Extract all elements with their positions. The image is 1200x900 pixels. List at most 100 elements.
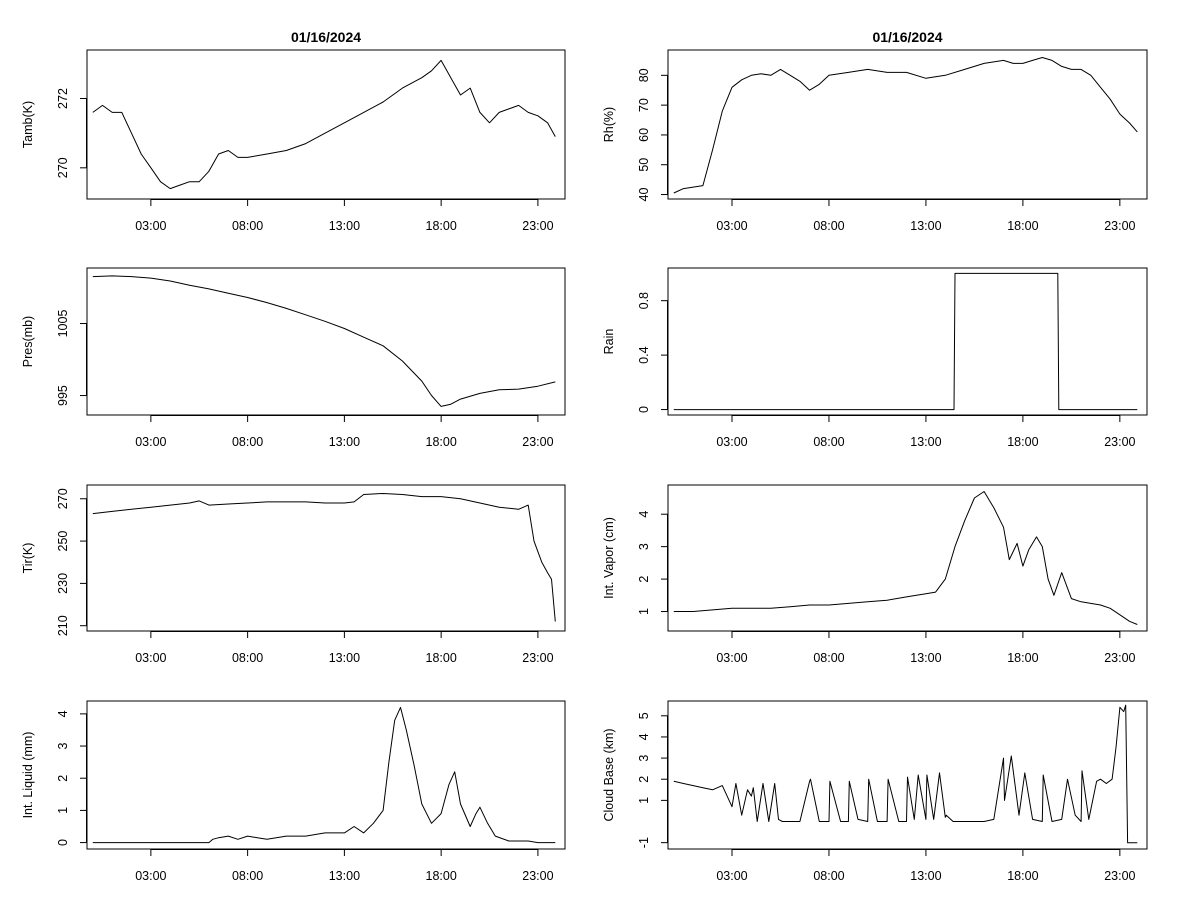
x-tick-label: 08:00 bbox=[813, 869, 844, 883]
x-tick-label: 08:00 bbox=[232, 869, 263, 883]
y-axis: 270 272 bbox=[56, 88, 87, 178]
y-tick-label: 40 bbox=[637, 188, 651, 202]
x-tick-label: 13:00 bbox=[910, 435, 941, 449]
x-tick-label: 13:00 bbox=[910, 219, 941, 233]
y-tick-label: 50 bbox=[637, 158, 651, 172]
y-tick-label: 3 bbox=[637, 543, 651, 550]
x-tick-label: 23:00 bbox=[522, 219, 553, 233]
x-tick-label: 13:00 bbox=[329, 651, 360, 665]
y-tick-label: 230 bbox=[56, 573, 70, 594]
y-axis-label: Tamb(K) bbox=[21, 101, 35, 148]
y-tick-label: 0 bbox=[56, 839, 70, 846]
x-axis: 03:00 08:00 13:00 18:00 23:00 bbox=[135, 849, 554, 883]
panel-5: 03:00 08:00 13:00 18:00 23:00 210 230 250 270 Tir… bbox=[21, 484, 566, 665]
panel-6: 03:00 08:00 13:00 18:00 23:00 1 2 3 4 Int. Vapor … bbox=[602, 484, 1148, 665]
y-axis-label: Pres(mb) bbox=[21, 316, 35, 367]
x-tick-label: 23:00 bbox=[1104, 869, 1135, 883]
y-tick-label: 5 bbox=[637, 712, 651, 719]
series-line-int-liquid-mm bbox=[92, 706, 556, 844]
panel-4: 03:00 08:00 13:00 18:00 23:00 0 0.4 0.8 Rain bbox=[602, 267, 1148, 449]
series-line-tamb-k bbox=[92, 59, 556, 190]
y-axis-label: Cloud Base (km) bbox=[602, 728, 616, 821]
x-tick-label: 18:00 bbox=[1007, 869, 1038, 883]
y-axis: -1 1 2 3 4 5 bbox=[637, 712, 668, 848]
y-axis-label: Rh(%) bbox=[602, 107, 616, 142]
x-tick-label: 18:00 bbox=[1007, 435, 1038, 449]
panel-8: 03:00 08:00 13:00 18:00 23:00 -1 1 2 3 4 5 Cloud Ba… bbox=[602, 700, 1148, 883]
y-tick-label: 4 bbox=[56, 710, 70, 717]
y-axis: 40 50 60 70 80 bbox=[637, 68, 668, 201]
x-tick-label: 03:00 bbox=[716, 651, 747, 665]
y-axis-label: Rain bbox=[602, 329, 616, 355]
y-tick-label: 70 bbox=[637, 98, 651, 112]
y-tick-label: 1005 bbox=[56, 310, 70, 338]
x-tick-label: 08:00 bbox=[813, 435, 844, 449]
y-axis: 0 0.4 0.8 bbox=[637, 292, 668, 413]
x-tick-label: 13:00 bbox=[329, 219, 360, 233]
x-tick-label: 03:00 bbox=[716, 219, 747, 233]
x-tick-label: 03:00 bbox=[135, 219, 166, 233]
y-tick-label: 210 bbox=[56, 615, 70, 636]
x-tick-label: 03:00 bbox=[135, 435, 166, 449]
x-tick-label: 18:00 bbox=[1007, 219, 1038, 233]
x-axis: 03:00 08:00 13:00 18:00 23:00 bbox=[716, 631, 1136, 665]
series-line-int-vapor-cm bbox=[673, 491, 1138, 625]
y-tick-label: 0 bbox=[637, 406, 651, 413]
panel-title: 01/16/2024 bbox=[291, 29, 361, 45]
y-tick-label: 3 bbox=[56, 743, 70, 750]
x-tick-label: 03:00 bbox=[135, 869, 166, 883]
y-axis-label: Int. Vapor (cm) bbox=[602, 517, 616, 599]
y-tick-label: 0.8 bbox=[637, 292, 651, 309]
y-axis-label: Int. Liquid (mm) bbox=[21, 732, 35, 819]
x-tick-label: 03:00 bbox=[716, 869, 747, 883]
x-axis: 03:00 08:00 13:00 18:00 23:00 bbox=[716, 849, 1136, 883]
y-tick-label: 4 bbox=[637, 511, 651, 518]
x-tick-label: 23:00 bbox=[522, 651, 553, 665]
x-axis: 03:00 08:00 13:00 18:00 23:00 bbox=[135, 631, 554, 665]
x-tick-label: 08:00 bbox=[232, 219, 263, 233]
x-tick-label: 18:00 bbox=[426, 869, 457, 883]
x-tick-label: 18:00 bbox=[426, 219, 457, 233]
x-axis: 03:00 08:00 13:00 18:00 23:00 bbox=[716, 415, 1136, 449]
y-tick-label: 2 bbox=[56, 775, 70, 782]
x-tick-label: 13:00 bbox=[910, 651, 941, 665]
x-tick-label: 08:00 bbox=[232, 651, 263, 665]
x-axis: 03:00 08:00 13:00 18:00 23:00 bbox=[135, 199, 554, 233]
y-tick-label: 250 bbox=[56, 531, 70, 552]
panel-2: 01/16/2024 03:00 08:00 13:00 18:00 23:00 40 50 6… bbox=[602, 29, 1148, 233]
panel-3: 03:00 08:00 13:00 18:00 23:00 995 1005 Pres(mb) bbox=[21, 267, 566, 449]
x-tick-label: 03:00 bbox=[135, 651, 166, 665]
y-tick-label: 1 bbox=[56, 807, 70, 814]
x-tick-label: 23:00 bbox=[522, 869, 553, 883]
x-tick-label: 23:00 bbox=[522, 435, 553, 449]
series-line-rain bbox=[673, 272, 1138, 411]
panel-1: 01/16/2024 03:00 08:00 13:00 18:00 23:00 27027… bbox=[21, 29, 566, 233]
x-axis: 03:00 08:00 13:00 18:00 23:00 bbox=[716, 199, 1136, 233]
y-axis: 1 2 3 4 bbox=[637, 511, 668, 615]
x-axis: 03:00 08:00 13:00 18:00 23:00 bbox=[135, 415, 554, 449]
y-tick-label: 995 bbox=[56, 385, 70, 406]
x-tick-label: 23:00 bbox=[1104, 651, 1135, 665]
y-tick-label: 270 bbox=[56, 488, 70, 509]
x-tick-label: 08:00 bbox=[813, 219, 844, 233]
series-line-rh bbox=[673, 57, 1138, 194]
y-tick-label: 60 bbox=[637, 128, 651, 142]
y-tick-label: 0.4 bbox=[637, 346, 651, 363]
series-line-pres-mb bbox=[92, 275, 556, 407]
x-tick-label: 13:00 bbox=[329, 435, 360, 449]
y-tick-label: 270 bbox=[56, 157, 70, 178]
series-line-tir-k bbox=[92, 493, 556, 622]
x-tick-label: 08:00 bbox=[813, 651, 844, 665]
panel-7: 03:00 08:00 13:00 18:00 23:00 0 1 2 3 4 Int. Liqui… bbox=[21, 700, 566, 883]
y-axis-label: Tir(K) bbox=[21, 543, 35, 574]
x-tick-label: 18:00 bbox=[426, 651, 457, 665]
y-tick-label: 2 bbox=[637, 776, 651, 783]
x-tick-label: 18:00 bbox=[1007, 651, 1038, 665]
x-tick-label: 03:00 bbox=[716, 435, 747, 449]
x-tick-label: 23:00 bbox=[1104, 219, 1135, 233]
y-tick-label: 3 bbox=[637, 755, 651, 762]
y-tick-label: 4 bbox=[637, 733, 651, 740]
y-axis: 0 1 2 3 4 bbox=[56, 710, 87, 846]
panel-title: 01/16/2024 bbox=[872, 29, 942, 45]
y-tick-label: 1 bbox=[637, 608, 651, 615]
